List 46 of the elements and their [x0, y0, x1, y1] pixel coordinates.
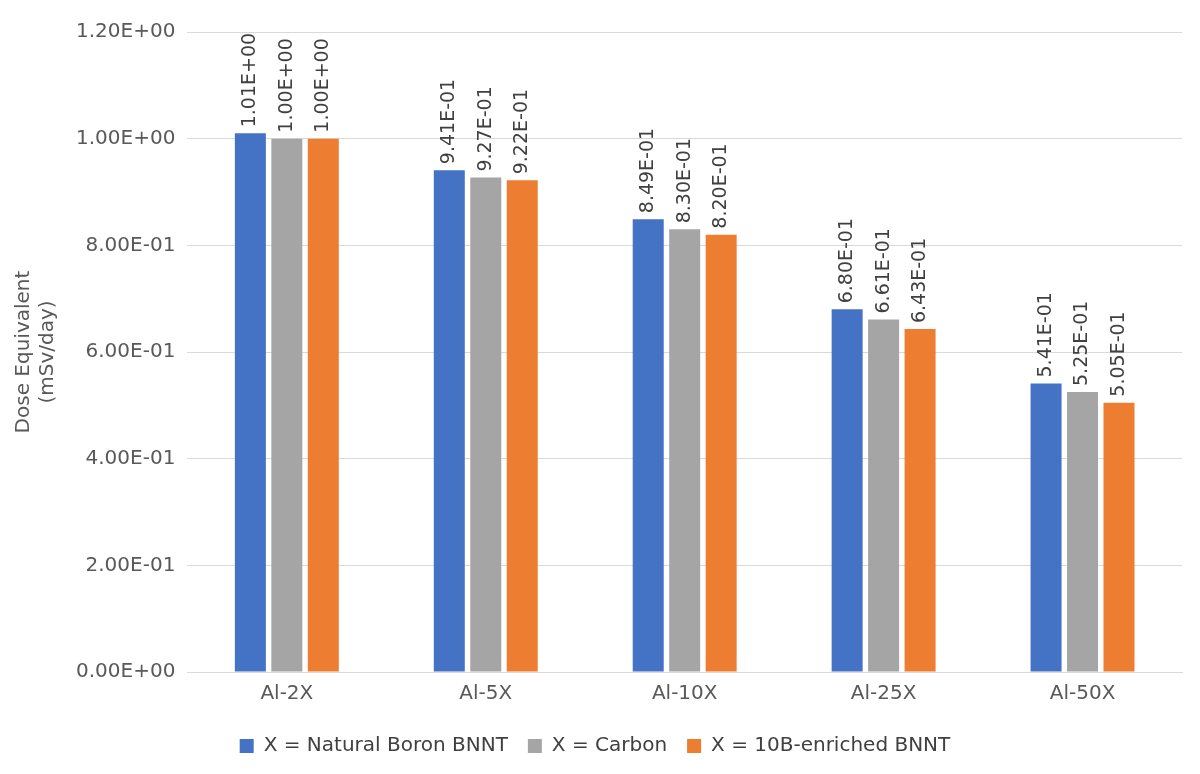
legend-label: X = Carbon — [551, 732, 668, 757]
bar — [831, 309, 863, 672]
bar — [1030, 383, 1062, 672]
bar — [1067, 392, 1099, 672]
y-tick-label: 8.00E-01 — [85, 231, 176, 256]
y-axis-title: Dose Equivalent (mSv/day) — [10, 270, 59, 434]
bar — [705, 234, 737, 672]
bar — [669, 229, 701, 672]
y-tick-label: 6.00E-01 — [85, 338, 176, 363]
y-tick-label: 2.00E-01 — [85, 551, 176, 576]
bar — [433, 170, 465, 672]
x-tick-label: Al-2X — [260, 680, 314, 705]
data-label: 1.00E+00 — [273, 38, 296, 133]
bar — [1103, 402, 1135, 672]
data-label: 9.41E-01 — [436, 78, 459, 165]
y-tick-label: 4.00E-01 — [85, 444, 176, 469]
bar — [904, 329, 936, 672]
x-tick-label: Al-50X — [1049, 680, 1116, 705]
bar — [868, 319, 900, 672]
bar — [271, 138, 303, 672]
legend-label: X = 10B-enriched BNNT — [711, 732, 952, 757]
bar — [307, 138, 339, 672]
data-label: 5.05E-01 — [1105, 311, 1128, 397]
data-label: 6.43E-01 — [907, 237, 930, 324]
x-tick-label: Al-5X — [459, 680, 513, 705]
x-tick-label: Al-10X — [651, 680, 718, 705]
data-label: 8.49E-01 — [635, 127, 658, 214]
bar — [470, 177, 502, 672]
data-label: 5.25E-01 — [1069, 300, 1092, 386]
bar — [234, 133, 266, 672]
data-label: 8.30E-01 — [671, 137, 694, 224]
legend-label: X = Natural Boron BNNT — [263, 732, 509, 757]
y-tick-label: 1.20E+00 — [76, 18, 176, 43]
data-label: 8.20E-01 — [708, 143, 731, 229]
y-tick-label: 0.00E+00 — [76, 658, 176, 683]
data-label: 6.61E-01 — [870, 228, 893, 314]
bar — [632, 219, 664, 672]
data-label: 1.01E+00 — [237, 32, 260, 128]
bar — [506, 180, 538, 672]
data-label: 9.22E-01 — [509, 88, 532, 175]
data-label: 6.80E-01 — [834, 217, 857, 304]
x-tick-label: Al-25X — [850, 680, 917, 705]
y-tick-label: 1.00E+00 — [76, 124, 176, 149]
data-label: 1.00E+00 — [310, 38, 333, 133]
data-label: 9.27E-01 — [472, 86, 495, 172]
data-label: 5.41E-01 — [1033, 292, 1056, 378]
